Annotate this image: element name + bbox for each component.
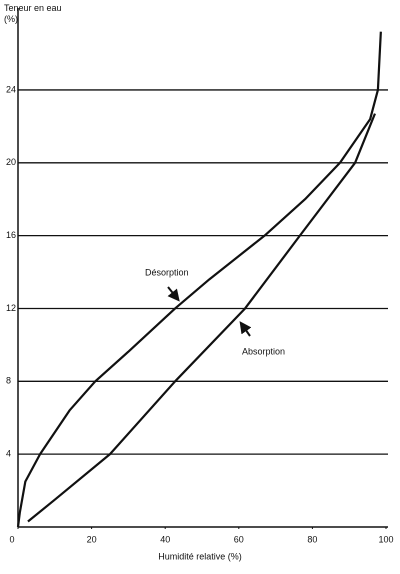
series-annotation: Désorption — [145, 267, 189, 277]
arrow — [167, 286, 180, 302]
y-tick-label: 12 — [6, 303, 16, 313]
y-tick-label: 24 — [6, 84, 16, 94]
x-axis-label: Humidité relative (%) — [158, 551, 242, 561]
y-axis-label: Teneur en eau (%) — [4, 3, 62, 24]
series-line — [27, 113, 376, 523]
x-tick-label: 60 — [234, 534, 244, 544]
series-annotation: Absorption — [242, 346, 285, 356]
y-tick-label: 4 — [6, 449, 11, 459]
y-tick-label: 20 — [6, 157, 16, 167]
x-tick-label: 100 — [378, 534, 393, 544]
x-tick-label: 80 — [307, 534, 317, 544]
x-tick-label: 0 — [9, 534, 14, 544]
series-line — [16, 31, 382, 528]
arrow — [239, 321, 252, 337]
y-tick-label: 16 — [6, 230, 16, 240]
y-tick-label: 8 — [6, 376, 11, 386]
x-tick-label: 40 — [160, 534, 170, 544]
x-tick-label: 20 — [87, 534, 97, 544]
